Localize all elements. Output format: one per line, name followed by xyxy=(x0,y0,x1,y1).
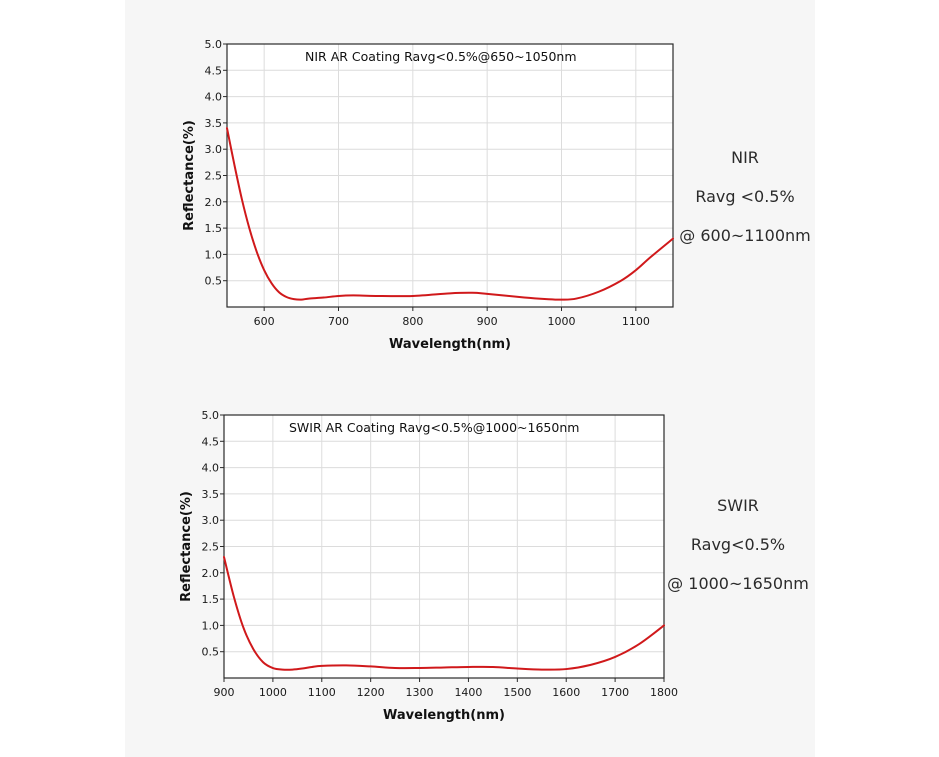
swir-xtick-label-0: 900 xyxy=(214,686,235,699)
swir-series-line-0 xyxy=(223,556,665,671)
swir-ytick-label-3: 2.0 xyxy=(202,567,220,580)
swir-ytick-label-1: 1.0 xyxy=(202,619,220,632)
nir-label-line2: Ravg <0.5% xyxy=(695,187,795,206)
nir-label-line3: @ 600~1100nm xyxy=(679,226,811,245)
nir-label-line1: NIR xyxy=(731,148,759,167)
swir-chart-title: SWIR AR Coating Ravg<0.5%@1000~1650nm xyxy=(289,420,579,435)
swir-xtick-label-8: 1700 xyxy=(601,686,629,699)
swir-ytick-label-4: 2.5 xyxy=(202,541,220,554)
swir-ytick-label-2: 1.5 xyxy=(202,593,220,606)
nir-ytick-label-7: 4.0 xyxy=(205,91,223,104)
swir-xtick-label-3: 1200 xyxy=(357,686,385,699)
nir-y-axis-label: Reflectance(%) xyxy=(182,120,197,231)
nir-xtick-label-0: 600 xyxy=(254,315,275,328)
swir-xtick-label-4: 1300 xyxy=(406,686,434,699)
nir-xtick-label-2: 800 xyxy=(402,315,423,328)
nir-ytick-label-3: 2.0 xyxy=(205,196,223,209)
swir-xtick-label-9: 1800 xyxy=(650,686,678,699)
nir-series-line-0 xyxy=(226,127,674,301)
swir-ytick-label-5: 3.0 xyxy=(202,514,220,527)
nir-chart-title: NIR AR Coating Ravg<0.5%@650~1050nm xyxy=(305,49,577,64)
nir-ytick-label-9: 5.0 xyxy=(205,38,223,51)
nir-ytick-label-0: 0.5 xyxy=(205,275,223,288)
swir-xtick-label-5: 1400 xyxy=(454,686,482,699)
swir-ytick-label-7: 4.0 xyxy=(202,462,220,475)
nir-xtick-label-1: 700 xyxy=(328,315,349,328)
nir-xtick-label-3: 900 xyxy=(477,315,498,328)
swir-ytick-label-8: 4.5 xyxy=(202,435,220,448)
nir-ytick-label-8: 4.5 xyxy=(205,64,223,77)
swir-xtick-label-6: 1500 xyxy=(503,686,531,699)
swir-label-line2: Ravg<0.5% xyxy=(690,535,786,554)
swir-xtick-label-2: 1100 xyxy=(308,686,336,699)
swir-ytick-label-9: 5.0 xyxy=(202,409,220,422)
nir-ytick-label-5: 3.0 xyxy=(205,143,223,156)
nir-xtick-label-5: 1100 xyxy=(622,315,650,328)
nir-ytick-label-4: 2.5 xyxy=(205,170,223,183)
swir-label-line3: @ 1000~1650nm xyxy=(667,574,809,593)
swir-y-axis-label: Reflectance(%) xyxy=(179,491,194,602)
swir-xtick-label-7: 1600 xyxy=(552,686,580,699)
swir-x-axis-label: Wavelength(nm) xyxy=(383,708,505,723)
nir-ytick-label-2: 1.5 xyxy=(205,222,223,235)
nir-ytick-label-1: 1.0 xyxy=(205,248,223,261)
swir-ytick-label-6: 3.5 xyxy=(202,488,220,501)
swir-label-line1: SWIR xyxy=(717,496,759,515)
nir-xtick-label-4: 1000 xyxy=(548,315,576,328)
swir-xtick-label-1: 1000 xyxy=(259,686,287,699)
swir-ytick-label-0: 0.5 xyxy=(202,646,220,659)
nir-x-axis-label: Wavelength(nm) xyxy=(389,337,511,352)
nir-ytick-label-6: 3.5 xyxy=(205,117,223,130)
